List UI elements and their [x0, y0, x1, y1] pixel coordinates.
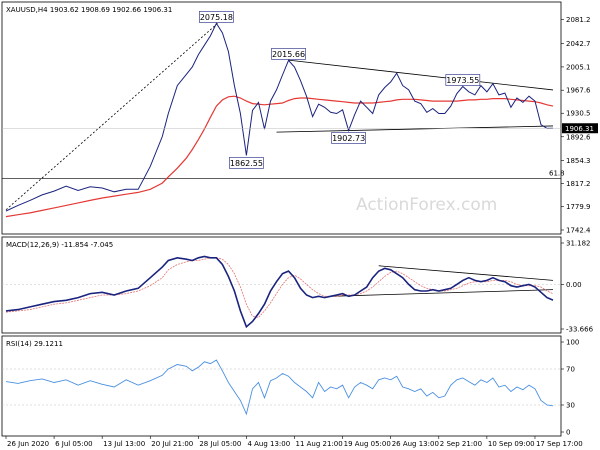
x-tick-label: 26 Aug 13:00: [392, 440, 439, 448]
moving-average-line: [5, 95, 554, 218]
annotation-box: [445, 74, 481, 86]
main-y-tick-label: 2005.1: [566, 63, 591, 71]
rsi-y-axis: 100 70 30 0: [561, 339, 579, 437]
main-y-tick-label: 2042.7: [566, 40, 591, 48]
x-tick-label: 6 Jul 05:00: [55, 440, 93, 448]
main-trendline: [288, 59, 554, 91]
annotation-box: [229, 157, 264, 169]
time-axis: 26 Jun 2020 6 Jul 05:00 13 Jul 13:00 20 Jul…: [5, 436, 583, 448]
x-tick-label: 19 Aug 05:00: [344, 440, 391, 448]
rsi-line: [5, 359, 554, 416]
main-trendline: [5, 18, 223, 211]
main-header: XAUUSD,H4 1903.62 1908.69 1902.66 1906.3…: [6, 6, 172, 14]
main-y-axis: 2081.2 2042.7 2005.1 1967.6 1930.5 1892.6 1854…: [561, 16, 591, 235]
main-trendline: [276, 125, 554, 133]
x-tick-label: 20 Jul 21:00: [151, 440, 193, 448]
x-tick-label: 13 Jul 13:00: [103, 440, 145, 448]
x-tick-label: 10 Sep 09:00: [488, 440, 535, 448]
price-annotations: 2075.18 1862.55 2015.66 1902.73 1973.55: [199, 11, 481, 169]
macd-panel-frame: [1, 236, 562, 334]
macd-y-tick-label: -33.666: [566, 326, 594, 334]
x-tick-label: 11 Aug 21:00: [296, 440, 343, 448]
macd-header: MACD(12,26,9) -11.854 -7.045: [6, 241, 113, 249]
macd-line: [5, 255, 554, 329]
rsi-y-tick-label: 70: [566, 366, 575, 374]
main-y-tick-label: 1779.9: [566, 203, 591, 211]
current-price-label: 1906.31: [565, 125, 594, 133]
watermark: ActionForex.com: [356, 195, 497, 215]
main-panel-frame: [1, 1, 562, 235]
macd-signal-line: [5, 257, 554, 318]
fib-level-label: 61.8: [549, 170, 565, 178]
x-tick-label: 26 Jun 2020: [7, 440, 49, 448]
annotation-label: 1902.73: [332, 134, 365, 143]
main-grid-lines: 61.8: [2, 170, 565, 180]
main-y-tick-label: 2081.2: [566, 16, 591, 24]
x-tick-label: 4 Aug 13:00: [247, 440, 290, 448]
macd-trendlines: [330, 265, 554, 297]
main-y-tick-label: 1967.6: [566, 87, 591, 95]
macd-y-tick-label: 0.00: [566, 281, 582, 289]
main-y-tick-label: 1892.6: [566, 133, 591, 141]
x-tick-label: 2 Sep 21:00: [440, 440, 482, 448]
x-tick-label: 17 Sep 17:00: [536, 440, 583, 448]
rsi-y-tick-label: 30: [566, 402, 575, 410]
x-tick-label: 28 Jul 05:00: [199, 440, 241, 448]
rsi-y-tick-label: 100: [566, 339, 579, 347]
annotation-label: 1862.55: [230, 159, 263, 168]
annotation-box: [331, 132, 366, 144]
main-y-tick-label: 1817.2: [566, 180, 591, 188]
annotation-label: 2075.18: [200, 13, 233, 22]
main-y-tick-label: 1930.5: [566, 110, 591, 118]
main-y-tick-label: 1854.3: [566, 157, 591, 165]
rsi-grid-lines: [2, 368, 561, 406]
rsi-panel-frame: [1, 335, 562, 437]
annotation-box: [271, 48, 306, 60]
main-trendlines: [5, 18, 554, 211]
macd-y-tick-label: 31.182: [566, 240, 591, 248]
rsi-y-tick-label: 0: [566, 429, 570, 437]
macd-y-axis: 31.182 0.00 -33.666: [561, 240, 594, 334]
main-y-tick-label: 1742.4: [566, 227, 591, 235]
current-price-box: [562, 123, 598, 134]
current-price-marker: 1906.31: [2, 123, 598, 134]
macd-trendline: [378, 265, 554, 281]
annotation-label: 1973.55: [446, 76, 479, 85]
price-line: [5, 22, 554, 212]
macd-trendline: [330, 289, 554, 297]
annotation-box: [199, 11, 234, 23]
annotation-label: 2015.66: [272, 50, 305, 59]
rsi-header: RSI(14) 29.1211: [6, 340, 63, 348]
